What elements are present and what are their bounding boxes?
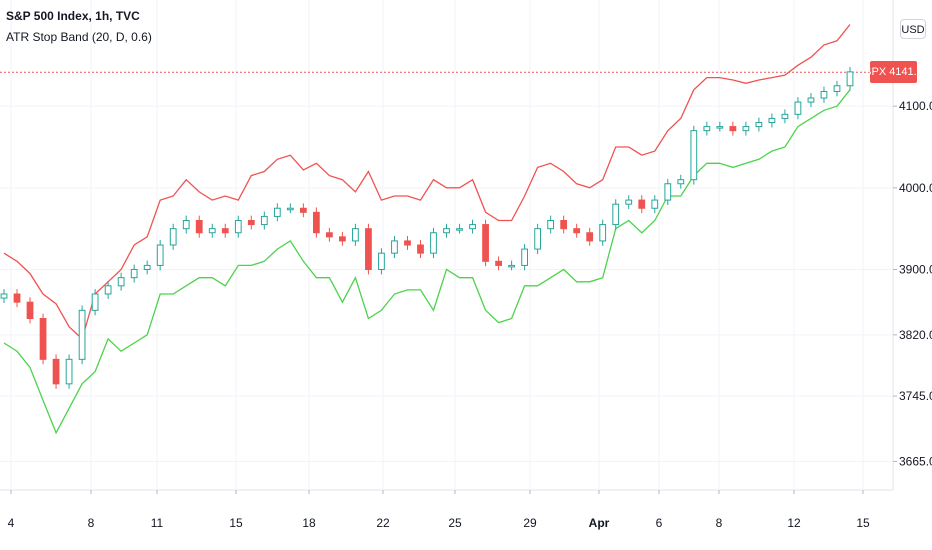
candle-down bbox=[365, 228, 372, 271]
candle-up bbox=[130, 269, 138, 279]
candle-down bbox=[195, 220, 203, 234]
candle-up bbox=[65, 358, 73, 385]
y-tick-label: 4100.0 bbox=[899, 99, 932, 113]
candle-up bbox=[182, 220, 190, 230]
candle-up bbox=[234, 220, 242, 234]
candle-up bbox=[599, 224, 607, 242]
y-tick-label: 3665.0 bbox=[899, 454, 932, 468]
chart-title: S&P 500 Index, 1h, TVC bbox=[6, 9, 140, 23]
x-tick-label: 18 bbox=[302, 516, 316, 530]
candle-down bbox=[573, 228, 581, 234]
candle-up bbox=[443, 228, 450, 234]
x-tick-label: 8 bbox=[716, 516, 723, 530]
candle-up bbox=[508, 264, 515, 268]
candle-down bbox=[482, 224, 489, 262]
candle-up bbox=[260, 215, 268, 226]
time-axis[interactable]: 4 8 11 15 18 22 25 29 Apr 6 8 12 15 bbox=[8, 490, 870, 530]
x-tick-label: 15 bbox=[229, 516, 243, 530]
candle-up bbox=[755, 122, 763, 128]
price-badge-symbol: SPX bbox=[864, 66, 887, 79]
candle-down bbox=[26, 301, 34, 319]
candle-up bbox=[208, 228, 216, 234]
candle-up bbox=[378, 252, 385, 271]
candle-down bbox=[13, 293, 21, 303]
candles bbox=[0, 66, 854, 389]
candle-down bbox=[404, 240, 411, 246]
candle-up bbox=[651, 199, 659, 209]
x-tick-label: 12 bbox=[787, 516, 801, 530]
candle-down bbox=[638, 199, 646, 209]
candle-up bbox=[534, 228, 542, 250]
x-tick-label: Apr bbox=[589, 516, 610, 530]
candle-up bbox=[104, 285, 112, 295]
candle-up bbox=[169, 228, 177, 246]
x-tick-label: 29 bbox=[523, 516, 537, 530]
x-tick-label: 15 bbox=[856, 516, 870, 530]
candle-up bbox=[833, 85, 841, 92]
x-tick-label: 11 bbox=[151, 516, 164, 530]
candle-down bbox=[39, 318, 47, 360]
candle-up bbox=[521, 248, 528, 266]
x-tick-label: 6 bbox=[656, 516, 663, 530]
candle-down bbox=[221, 228, 229, 234]
y-tick-label: 4000.0 bbox=[899, 181, 932, 195]
candle-down bbox=[52, 358, 60, 385]
upper-band-line bbox=[3, 24, 851, 341]
candle-up bbox=[143, 264, 151, 270]
candle-up bbox=[742, 126, 750, 132]
candle-down bbox=[495, 260, 502, 266]
candle-up bbox=[690, 130, 698, 181]
candle-down bbox=[326, 232, 333, 238]
candle-up bbox=[781, 113, 789, 119]
candle-up bbox=[664, 183, 672, 201]
indicator-legend[interactable]: ATR Stop Band (20, D, 0.6) bbox=[6, 30, 152, 44]
candle-up bbox=[703, 126, 711, 132]
candle-up bbox=[286, 207, 294, 211]
x-tick-label: 22 bbox=[376, 516, 390, 530]
candle-up bbox=[273, 207, 281, 217]
candle-up bbox=[677, 179, 685, 185]
atr-bands bbox=[3, 24, 851, 435]
candle-up bbox=[78, 309, 86, 360]
candle-down bbox=[299, 207, 307, 213]
candle-up bbox=[0, 293, 8, 299]
x-tick-label: 8 bbox=[88, 516, 95, 530]
y-tick-label: 3820.0 bbox=[899, 328, 932, 342]
candle-up bbox=[547, 220, 555, 230]
price-badge-value: 4141.6 bbox=[889, 66, 923, 79]
candle-up bbox=[91, 293, 99, 311]
candle-down bbox=[339, 236, 346, 242]
candle-down bbox=[312, 211, 320, 234]
y-tick-label: 3900.0 bbox=[899, 263, 932, 277]
candle-down bbox=[417, 244, 424, 254]
candle-up bbox=[117, 277, 125, 287]
candle-up bbox=[807, 97, 815, 103]
candle-up bbox=[430, 232, 437, 254]
candle-up bbox=[794, 101, 802, 115]
candle-up bbox=[391, 240, 398, 254]
candle-up bbox=[625, 199, 633, 205]
x-tick-label: 25 bbox=[448, 516, 462, 530]
price-axis[interactable]: 4100.0 4000.0 3900.0 3820.0 3745.0 3665.0 bbox=[893, 99, 932, 468]
candle-up bbox=[768, 117, 776, 123]
candle-down bbox=[560, 220, 568, 230]
lower-band-line bbox=[3, 89, 851, 435]
candle-down bbox=[247, 220, 255, 226]
candle-up bbox=[352, 228, 359, 242]
currency-button[interactable]: USD bbox=[900, 19, 926, 39]
y-tick-label: 3745.0 bbox=[899, 389, 932, 403]
candle-up bbox=[456, 228, 463, 231]
candle-up bbox=[846, 71, 854, 87]
candle-down bbox=[729, 126, 737, 132]
candle-up bbox=[820, 90, 828, 99]
candle-up bbox=[716, 126, 724, 129]
last-price-badge: SPX 4141.6 bbox=[864, 61, 923, 84]
candle-up bbox=[469, 224, 476, 230]
x-tick-label: 4 bbox=[8, 516, 15, 530]
candle-up bbox=[612, 203, 620, 226]
candle-down bbox=[586, 232, 594, 242]
candle-up bbox=[156, 244, 164, 266]
